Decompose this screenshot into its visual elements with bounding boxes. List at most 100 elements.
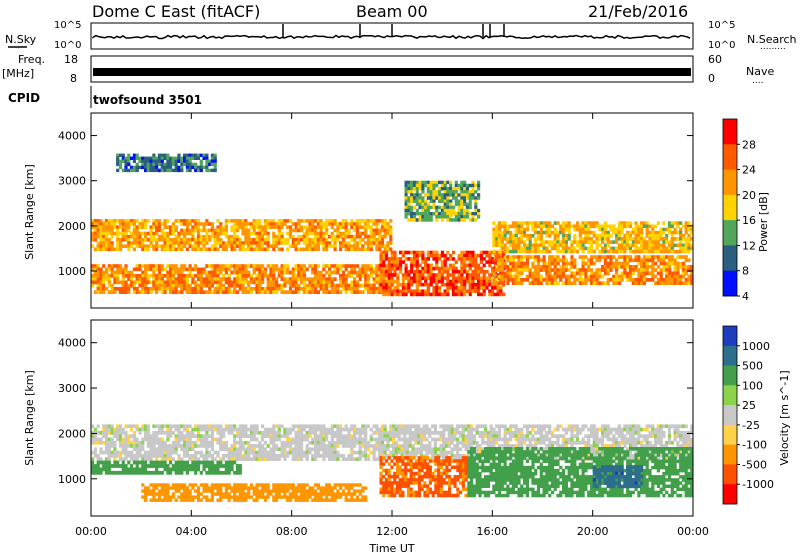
power-cell (488, 263, 492, 268)
power-cell (474, 190, 478, 194)
power-cell (241, 244, 245, 248)
power-cell (233, 290, 237, 294)
power-cell (355, 290, 359, 294)
power-cell (681, 237, 686, 241)
power-cell (194, 225, 198, 229)
velocity-cell (138, 431, 142, 435)
power-cell (302, 238, 306, 242)
power-cell (651, 261, 655, 266)
power-cell (573, 227, 577, 232)
power-cell (163, 287, 167, 291)
velocity-cell (93, 427, 97, 432)
power-cell (364, 267, 368, 272)
power-cell (274, 244, 279, 248)
power-cell (623, 246, 627, 251)
velocity-cell (383, 424, 387, 429)
power-cell (440, 212, 444, 216)
velocity-cell (155, 434, 159, 438)
velocity-cell (194, 457, 198, 461)
power-cell (443, 196, 447, 200)
power-cell (421, 266, 425, 271)
power-cell (570, 240, 574, 244)
velocity-cell (180, 431, 184, 435)
power-cell (659, 237, 663, 241)
velocity-cell (341, 440, 345, 445)
power-cell (185, 153, 189, 157)
power-cell (681, 274, 686, 279)
power-cell (177, 280, 181, 285)
velocity-cell (93, 437, 97, 442)
power-cell (166, 274, 170, 278)
power-cell (415, 260, 419, 264)
power-cell (603, 249, 607, 254)
power-cell (191, 156, 195, 160)
power-cell (451, 250, 456, 255)
power-cell (294, 277, 298, 281)
power-cell (503, 230, 507, 235)
power-cell (333, 241, 337, 245)
velocity-cell (188, 447, 192, 452)
power-cell (336, 270, 340, 275)
power-cell (157, 274, 162, 278)
velocity-cell (146, 427, 150, 432)
power-cell (208, 287, 212, 291)
power-cell (99, 238, 103, 242)
power-cell (592, 278, 596, 282)
power-cell (412, 212, 417, 216)
velocity-cell (333, 450, 337, 455)
power-cell (322, 244, 326, 248)
power-cell (523, 265, 527, 269)
power-cell (465, 270, 470, 274)
power-cell (389, 225, 393, 229)
power-cell (160, 283, 164, 288)
velocity-cell (302, 424, 306, 429)
power-cell (562, 249, 566, 254)
velocity-cell (132, 437, 136, 442)
power-cell (673, 258, 677, 263)
velocity-cell (124, 434, 128, 438)
power-cell (302, 225, 306, 229)
power-cell (316, 234, 320, 239)
power-cell (539, 268, 543, 272)
power-cell (174, 162, 178, 167)
power-cell (545, 240, 549, 244)
velocity-cell (99, 437, 103, 442)
power-cell (144, 159, 148, 163)
power-cell (224, 222, 228, 226)
power-cell (536, 265, 541, 269)
power-cell (274, 225, 279, 229)
power-colorbar-segment (723, 220, 737, 246)
power-cell (545, 221, 549, 225)
power-cell (468, 266, 472, 271)
power-cell (648, 224, 652, 229)
power-cell (300, 274, 304, 278)
power-cell (642, 268, 646, 272)
power-cell (305, 238, 309, 242)
power-cell (548, 230, 552, 235)
power-cell (235, 222, 240, 226)
power-cell (415, 282, 419, 287)
power-cell (322, 241, 326, 245)
velocity-cell (417, 440, 421, 445)
velocity-cell (102, 431, 106, 435)
power-cell (598, 268, 602, 272)
power-cell (353, 264, 357, 268)
power-cell (511, 268, 515, 272)
power-cell (432, 180, 436, 185)
power-cell (471, 215, 475, 219)
power-cell (492, 234, 496, 238)
power-cell (645, 246, 649, 251)
power-cell (272, 290, 276, 294)
power-cell (642, 278, 646, 282)
power-cell (261, 238, 265, 242)
velocity-cell (113, 427, 117, 432)
velocity-cell (333, 457, 337, 461)
power-cell (665, 240, 669, 244)
power-cell (361, 290, 365, 294)
power-cell (202, 222, 206, 226)
power-cell (219, 267, 223, 272)
power-cell (194, 267, 198, 272)
power-cell (570, 249, 574, 254)
velocity-cell (196, 457, 201, 461)
power-cell (463, 253, 467, 258)
